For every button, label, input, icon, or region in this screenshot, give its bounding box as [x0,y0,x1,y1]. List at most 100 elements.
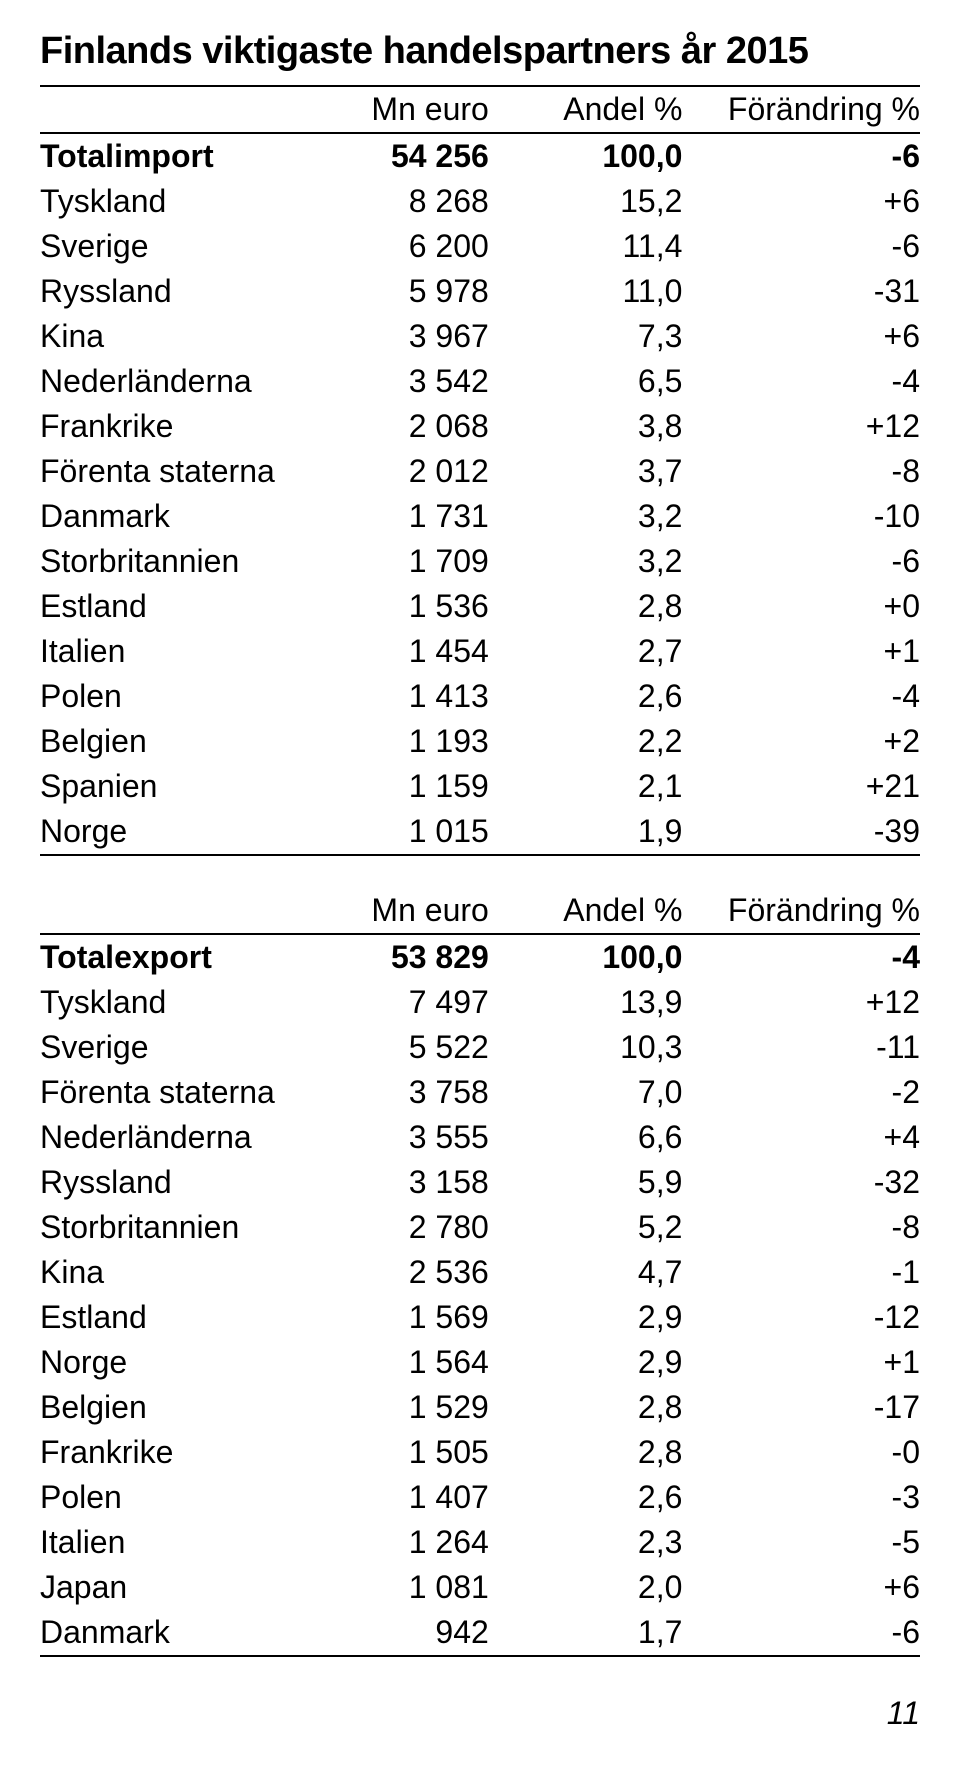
table-row: Storbritannien1 7093,2-6 [40,539,920,584]
row-change: +21 [682,764,920,809]
row-euro: 3 555 [286,1115,488,1160]
row-change: +4 [682,1115,920,1160]
row-andel: 7,0 [489,1070,683,1115]
row-euro: 1 407 [286,1475,488,1520]
row-label: Japan [40,1565,286,1610]
row-euro: 1 529 [286,1385,488,1430]
row-label: Totalexport [40,934,286,980]
row-change: -32 [682,1160,920,1205]
row-andel: 3,2 [489,539,683,584]
row-label: Frankrike [40,1430,286,1475]
row-andel: 2,8 [489,584,683,629]
table-row: Förenta staterna3 7587,0-2 [40,1070,920,1115]
row-change: -0 [682,1430,920,1475]
col-header-andel: Andel % [489,86,683,133]
table-row: Polen1 4072,6-3 [40,1475,920,1520]
row-label: Italien [40,1520,286,1565]
row-label: Sverige [40,1025,286,1070]
table-row: Spanien1 1592,1+21 [40,764,920,809]
row-label: Tyskland [40,980,286,1025]
row-andel: 2,2 [489,719,683,764]
row-euro: 7 497 [286,980,488,1025]
row-andel: 11,0 [489,269,683,314]
row-euro: 1 193 [286,719,488,764]
row-label: Italien [40,629,286,674]
col-header-euro: Mn euro [286,888,488,934]
row-change: -6 [682,1610,920,1656]
table-row: Ryssland5 97811,0-31 [40,269,920,314]
row-label: Nederländerna [40,1115,286,1160]
row-andel: 10,3 [489,1025,683,1070]
row-label: Polen [40,1475,286,1520]
table-row: Frankrike2 0683,8+12 [40,404,920,449]
row-euro: 1 569 [286,1295,488,1340]
row-change: -10 [682,494,920,539]
row-euro: 942 [286,1610,488,1656]
table-row: Norge1 5642,9+1 [40,1340,920,1385]
table-row: Sverige5 52210,3-11 [40,1025,920,1070]
row-change: -4 [682,934,920,980]
table-row: Japan1 0812,0+6 [40,1565,920,1610]
table-row: Totalimport54 256100,0-6 [40,133,920,179]
row-euro: 3 158 [286,1160,488,1205]
row-andel: 6,6 [489,1115,683,1160]
table-row: Nederländerna3 5426,5-4 [40,359,920,404]
row-change: +2 [682,719,920,764]
row-euro: 3 758 [286,1070,488,1115]
row-andel: 5,9 [489,1160,683,1205]
row-change: -8 [682,1205,920,1250]
row-change: -39 [682,809,920,855]
row-label: Storbritannien [40,1205,286,1250]
import-table: Mn euro Andel % Förändring % Totalimport… [40,85,920,856]
row-andel: 3,8 [489,404,683,449]
row-change: -6 [682,224,920,269]
row-change: +6 [682,314,920,359]
table-row: Kina3 9677,3+6 [40,314,920,359]
import-header-row: Mn euro Andel % Förändring % [40,86,920,133]
row-euro: 2 068 [286,404,488,449]
row-change: +1 [682,629,920,674]
row-euro: 5 978 [286,269,488,314]
row-andel: 15,2 [489,179,683,224]
row-euro: 1 564 [286,1340,488,1385]
export-table: Mn euro Andel % Förändring % Totalexport… [40,888,920,1657]
row-label: Belgien [40,719,286,764]
row-euro: 1 709 [286,539,488,584]
row-change: -4 [682,674,920,719]
row-label: Förenta staterna [40,449,286,494]
row-label: Spanien [40,764,286,809]
row-euro: 1 015 [286,809,488,855]
row-andel: 7,3 [489,314,683,359]
row-euro: 6 200 [286,224,488,269]
row-change: +12 [682,404,920,449]
row-andel: 2,8 [489,1430,683,1475]
table-row: Kina2 5364,7-1 [40,1250,920,1295]
row-euro: 2 536 [286,1250,488,1295]
row-label: Belgien [40,1385,286,1430]
row-andel: 3,7 [489,449,683,494]
row-andel: 1,9 [489,809,683,855]
row-change: -11 [682,1025,920,1070]
row-label: Sverige [40,224,286,269]
table-row: Förenta staterna2 0123,7-8 [40,449,920,494]
row-change: -31 [682,269,920,314]
row-euro: 1 081 [286,1565,488,1610]
row-andel: 11,4 [489,224,683,269]
row-label: Kina [40,314,286,359]
row-change: +6 [682,179,920,224]
row-andel: 2,1 [489,764,683,809]
row-andel: 2,6 [489,1475,683,1520]
table-row: Italien1 4542,7+1 [40,629,920,674]
row-euro: 1 536 [286,584,488,629]
row-euro: 1 264 [286,1520,488,1565]
row-change: -8 [682,449,920,494]
table-row: Totalexport53 829100,0-4 [40,934,920,980]
row-label: Frankrike [40,404,286,449]
row-label: Ryssland [40,269,286,314]
row-euro: 53 829 [286,934,488,980]
row-change: +0 [682,584,920,629]
row-label: Norge [40,809,286,855]
row-euro: 8 268 [286,179,488,224]
table-row: Belgien1 5292,8-17 [40,1385,920,1430]
export-header-row: Mn euro Andel % Förändring % [40,888,920,934]
